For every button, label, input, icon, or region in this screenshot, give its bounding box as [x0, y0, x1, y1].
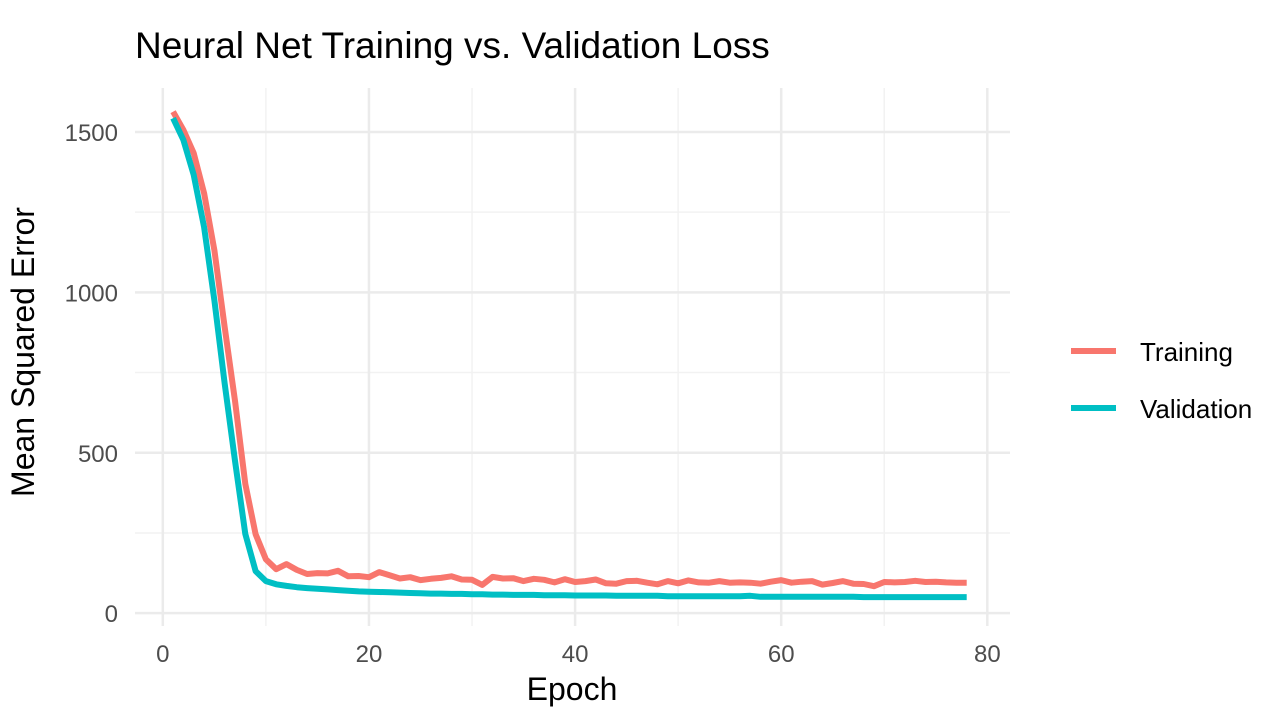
x-tick-label: 0 — [156, 641, 169, 668]
grid — [135, 88, 1010, 626]
legend-label-training: Training — [1140, 337, 1233, 367]
y-tick-label: 1500 — [65, 120, 118, 147]
x-tick-label: 40 — [562, 641, 589, 668]
y-tick-label: 0 — [105, 601, 118, 628]
legend: Training Validation — [1071, 337, 1252, 424]
x-axis-label: Epoch — [527, 671, 618, 707]
y-tick-label: 1000 — [65, 280, 118, 307]
ticks: 0 20 40 60 80 0 500 1000 1500 — [65, 120, 1001, 668]
y-axis-label: Mean Squared Error — [5, 207, 41, 497]
series-line-validation — [170, 116, 967, 601]
chart-title: Neural Net Training vs. Validation Loss — [135, 25, 770, 66]
y-tick-label: 500 — [78, 441, 118, 468]
legend-label-validation: Validation — [1140, 394, 1252, 424]
x-tick-label: 80 — [974, 641, 1001, 668]
series-lines — [170, 110, 967, 601]
series-line-training — [170, 110, 967, 590]
x-tick-label: 60 — [768, 641, 795, 668]
x-tick-label: 20 — [356, 641, 383, 668]
